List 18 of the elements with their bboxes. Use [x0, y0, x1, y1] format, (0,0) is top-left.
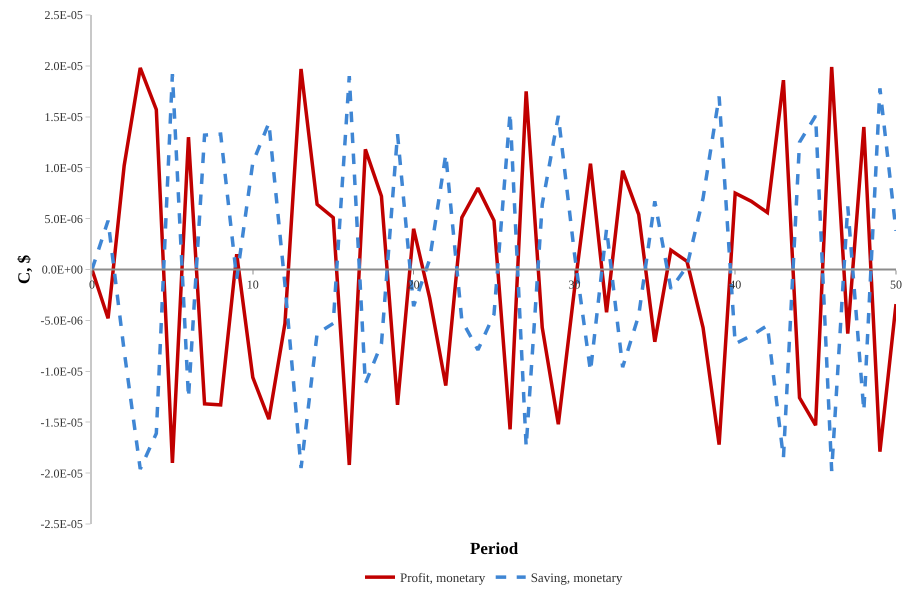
x-axis-title: Period — [470, 539, 519, 558]
y-tick-label: -5.0E-06 — [40, 314, 83, 328]
y-tick-label: -2.5E-05 — [40, 517, 83, 532]
y-axis-title: C, $ — [14, 254, 34, 284]
y-tick-label: 5.0E-06 — [44, 212, 83, 226]
y-tick-label: 2.0E-05 — [44, 59, 83, 74]
legend-label: Saving, monetary — [530, 570, 623, 586]
x-tick-label: 0 — [89, 278, 95, 292]
legend-label: Profit, monetary — [400, 570, 486, 586]
y-tick-label: -1.5E-05 — [40, 415, 83, 430]
y-tick-label: 1.0E-05 — [44, 160, 83, 175]
x-tick-label: 10 — [246, 278, 259, 292]
x-tick-label: 50 — [890, 278, 902, 292]
y-tick-label: 1.5E-05 — [44, 110, 83, 124]
y-tick-label: 0.0E+00 — [42, 262, 83, 277]
y-tick-label: 2.5E-05 — [44, 8, 83, 22]
y-tick-label: -1.0E-05 — [40, 364, 83, 378]
y-tick-label: -2.0E-05 — [40, 466, 83, 480]
